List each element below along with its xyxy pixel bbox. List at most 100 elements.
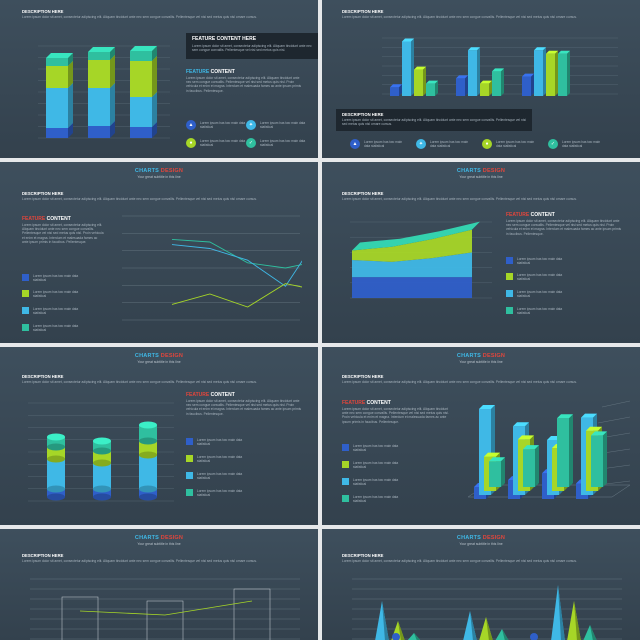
bar-B-seg-3-side [110, 55, 115, 88]
cylinder-A-seg-4-base [47, 443, 65, 451]
slide-2[interactable]: DESCRIPTION HERE Lorem ipsum dolor sit a… [322, 0, 640, 158]
box-line-chart [30, 578, 300, 640]
bar-B-series-4 [492, 71, 501, 96]
bar-C-series-4 [557, 418, 569, 487]
bar-A-series-2-side [411, 38, 414, 96]
bar-B-seg-4-top [88, 47, 115, 52]
bar-A-seg-2 [46, 88, 68, 128]
gear-icon: ✦ [246, 120, 256, 130]
cone-C-series-1-shade [558, 585, 565, 640]
bar-A-series-3-top [414, 66, 426, 70]
cylinder-C-seg-1-base [139, 493, 157, 501]
bar-B-seg-4-side [110, 47, 115, 60]
bar-B-series-4-top [523, 445, 539, 450]
cylinder-B-seg-4 [93, 441, 111, 451]
bar-B-seg-3 [88, 60, 110, 88]
bar-C-series-1-side [531, 73, 534, 96]
area-chart-3d [350, 221, 492, 299]
feature-heading: FEATURE CONTENT [506, 212, 555, 218]
line-series-1 [79, 600, 253, 616]
feature-text: Lorem ipsum dolor sit amet, consectetur … [342, 407, 449, 424]
slide-5[interactable]: CHARTS DESIGN Your great subtitle in thi… [0, 347, 318, 525]
feature-box-text: Lorem ipsum dolor sit amet, consectetur … [192, 44, 312, 53]
bar-C-series-4 [558, 53, 567, 96]
bar-B-seg-4 [88, 52, 110, 60]
description-text: Lorem ipsum dolor sit amet, consectetur … [22, 559, 257, 563]
cylinder-A-seg-1-base [47, 493, 65, 501]
box-2 [146, 600, 184, 640]
bar-C-seg-1 [130, 127, 152, 138]
cone-C-series-3-shade [590, 625, 597, 640]
feature-heading: FEATURE CONTENT [342, 400, 391, 406]
slide-8[interactable]: CHARTS DESIGN Your great subtitle in thi… [322, 529, 640, 640]
bar-chart-3d [382, 37, 618, 96]
legend-item-4: Lorem ipsum has two main data statistica… [506, 307, 563, 315]
bar-B-series-4-side [535, 445, 539, 487]
charts-title: CHARTS DESIGN [134, 353, 184, 359]
bar-B-seg-2 [88, 88, 110, 126]
cylinder-A-seg-1 [47, 489, 65, 497]
charts-header: CHARTS DESIGN Your great subtitle in thi… [0, 168, 318, 179]
line-series-2 [171, 244, 302, 287]
description-heading: DESCRIPTION HERE [342, 374, 384, 379]
icon-item-3: ● Lorem ipsum has two main data statistic… [186, 138, 246, 148]
bar-A-series-1 [390, 87, 399, 96]
slide-6[interactable]: CHARTS DESIGN Your great subtitle in thi… [322, 347, 640, 525]
bar-C-series-2 [534, 50, 543, 96]
description-heading: DESCRIPTION HERE [22, 374, 64, 379]
icon-item-4: ✓ Lorem ipsum has two main data statistic… [246, 138, 306, 148]
sphere-1 [392, 633, 400, 640]
bar-C-series-1 [522, 76, 531, 96]
bar-A-series-4 [489, 461, 501, 487]
cylinder-C-seg-3-base [139, 451, 157, 459]
bar-B-series-4-side [501, 68, 504, 96]
description-text: Lorem ipsum dolor sit amet, consectetur … [342, 380, 577, 384]
bar-A-seg-4 [46, 58, 68, 66]
bar-A-series-2 [402, 41, 411, 96]
legend-item-3: Lorem ipsum has two main data statistica… [22, 307, 79, 315]
charts-title: CHARTS DESIGN [456, 353, 506, 359]
description-text: Lorem ipsum dolor sit amet, consectetur … [22, 15, 257, 19]
description-box-text: Lorem ipsum dolor sit amet, consectetur … [342, 118, 526, 127]
cylinder-B-seg-3-base [93, 459, 111, 467]
cylinder-B-seg-2 [93, 463, 111, 489]
charts-title: CHARTS DESIGN [456, 168, 506, 174]
slide-3[interactable]: CHARTS DESIGN Your great subtitle in thi… [0, 162, 318, 343]
bar-C-series-4-top [557, 414, 573, 419]
charts-title: CHARTS DESIGN [456, 535, 506, 541]
charts-subtitle: Your great subtitle in this line [137, 360, 181, 364]
chart-icon: ▲ [186, 120, 196, 130]
description-heading: DESCRIPTION HERE [22, 553, 64, 558]
feature-box-title: FEATURE CONTENT HERE [192, 36, 257, 42]
cylinder-A-seg-2-base [47, 485, 65, 493]
gear-icon: ✦ [416, 139, 426, 149]
charts-title: CHARTS DESIGN [134, 168, 184, 174]
bar-D-series-3-top [586, 426, 602, 431]
legend-item-1: Lorem ipsum has two main data statistica… [342, 444, 399, 452]
charts-header: CHARTS DESIGN Your great subtitle in thi… [322, 168, 640, 179]
legend-item-4: Lorem ipsum has two main data statistica… [22, 324, 79, 332]
bar-C-series-2-side [543, 47, 546, 96]
cylinder-B-seg-1 [93, 489, 111, 497]
cylinder-C-seg-4 [139, 425, 157, 441]
slide-4[interactable]: CHARTS DESIGN Your great subtitle in thi… [322, 162, 640, 343]
bar-C-series-2-top [534, 47, 546, 51]
cylinder-B-seg-2-base [93, 485, 111, 493]
slide-1[interactable]: DESCRIPTION HERE Lorem ipsum dolor sit a… [0, 0, 318, 158]
charts-subtitle: Your great subtitle in this line [137, 542, 181, 546]
cone-chart-3d [352, 578, 622, 640]
legend-item-3: Lorem ipsum has two main data statistica… [506, 290, 563, 298]
bar-A-series-2-top [402, 38, 414, 42]
icon-item-3: ● Lorem ipsum has two main data statistic… [482, 139, 540, 149]
bar-A-seg-3 [46, 66, 68, 88]
description-heading: DESCRIPTION HERE [22, 9, 64, 14]
legend-item-2: Lorem ipsum has two main data statistica… [22, 290, 79, 298]
bar-C-series-4-top [558, 50, 570, 54]
bar-A-series-3 [414, 69, 423, 96]
description-heading: DESCRIPTION HERE [342, 553, 384, 558]
gridline [597, 416, 631, 424]
slide-7[interactable]: CHARTS DESIGN Your great subtitle in thi… [0, 529, 318, 640]
bar-B-series-1 [456, 78, 465, 96]
bar-A-series-4-top [489, 457, 505, 462]
